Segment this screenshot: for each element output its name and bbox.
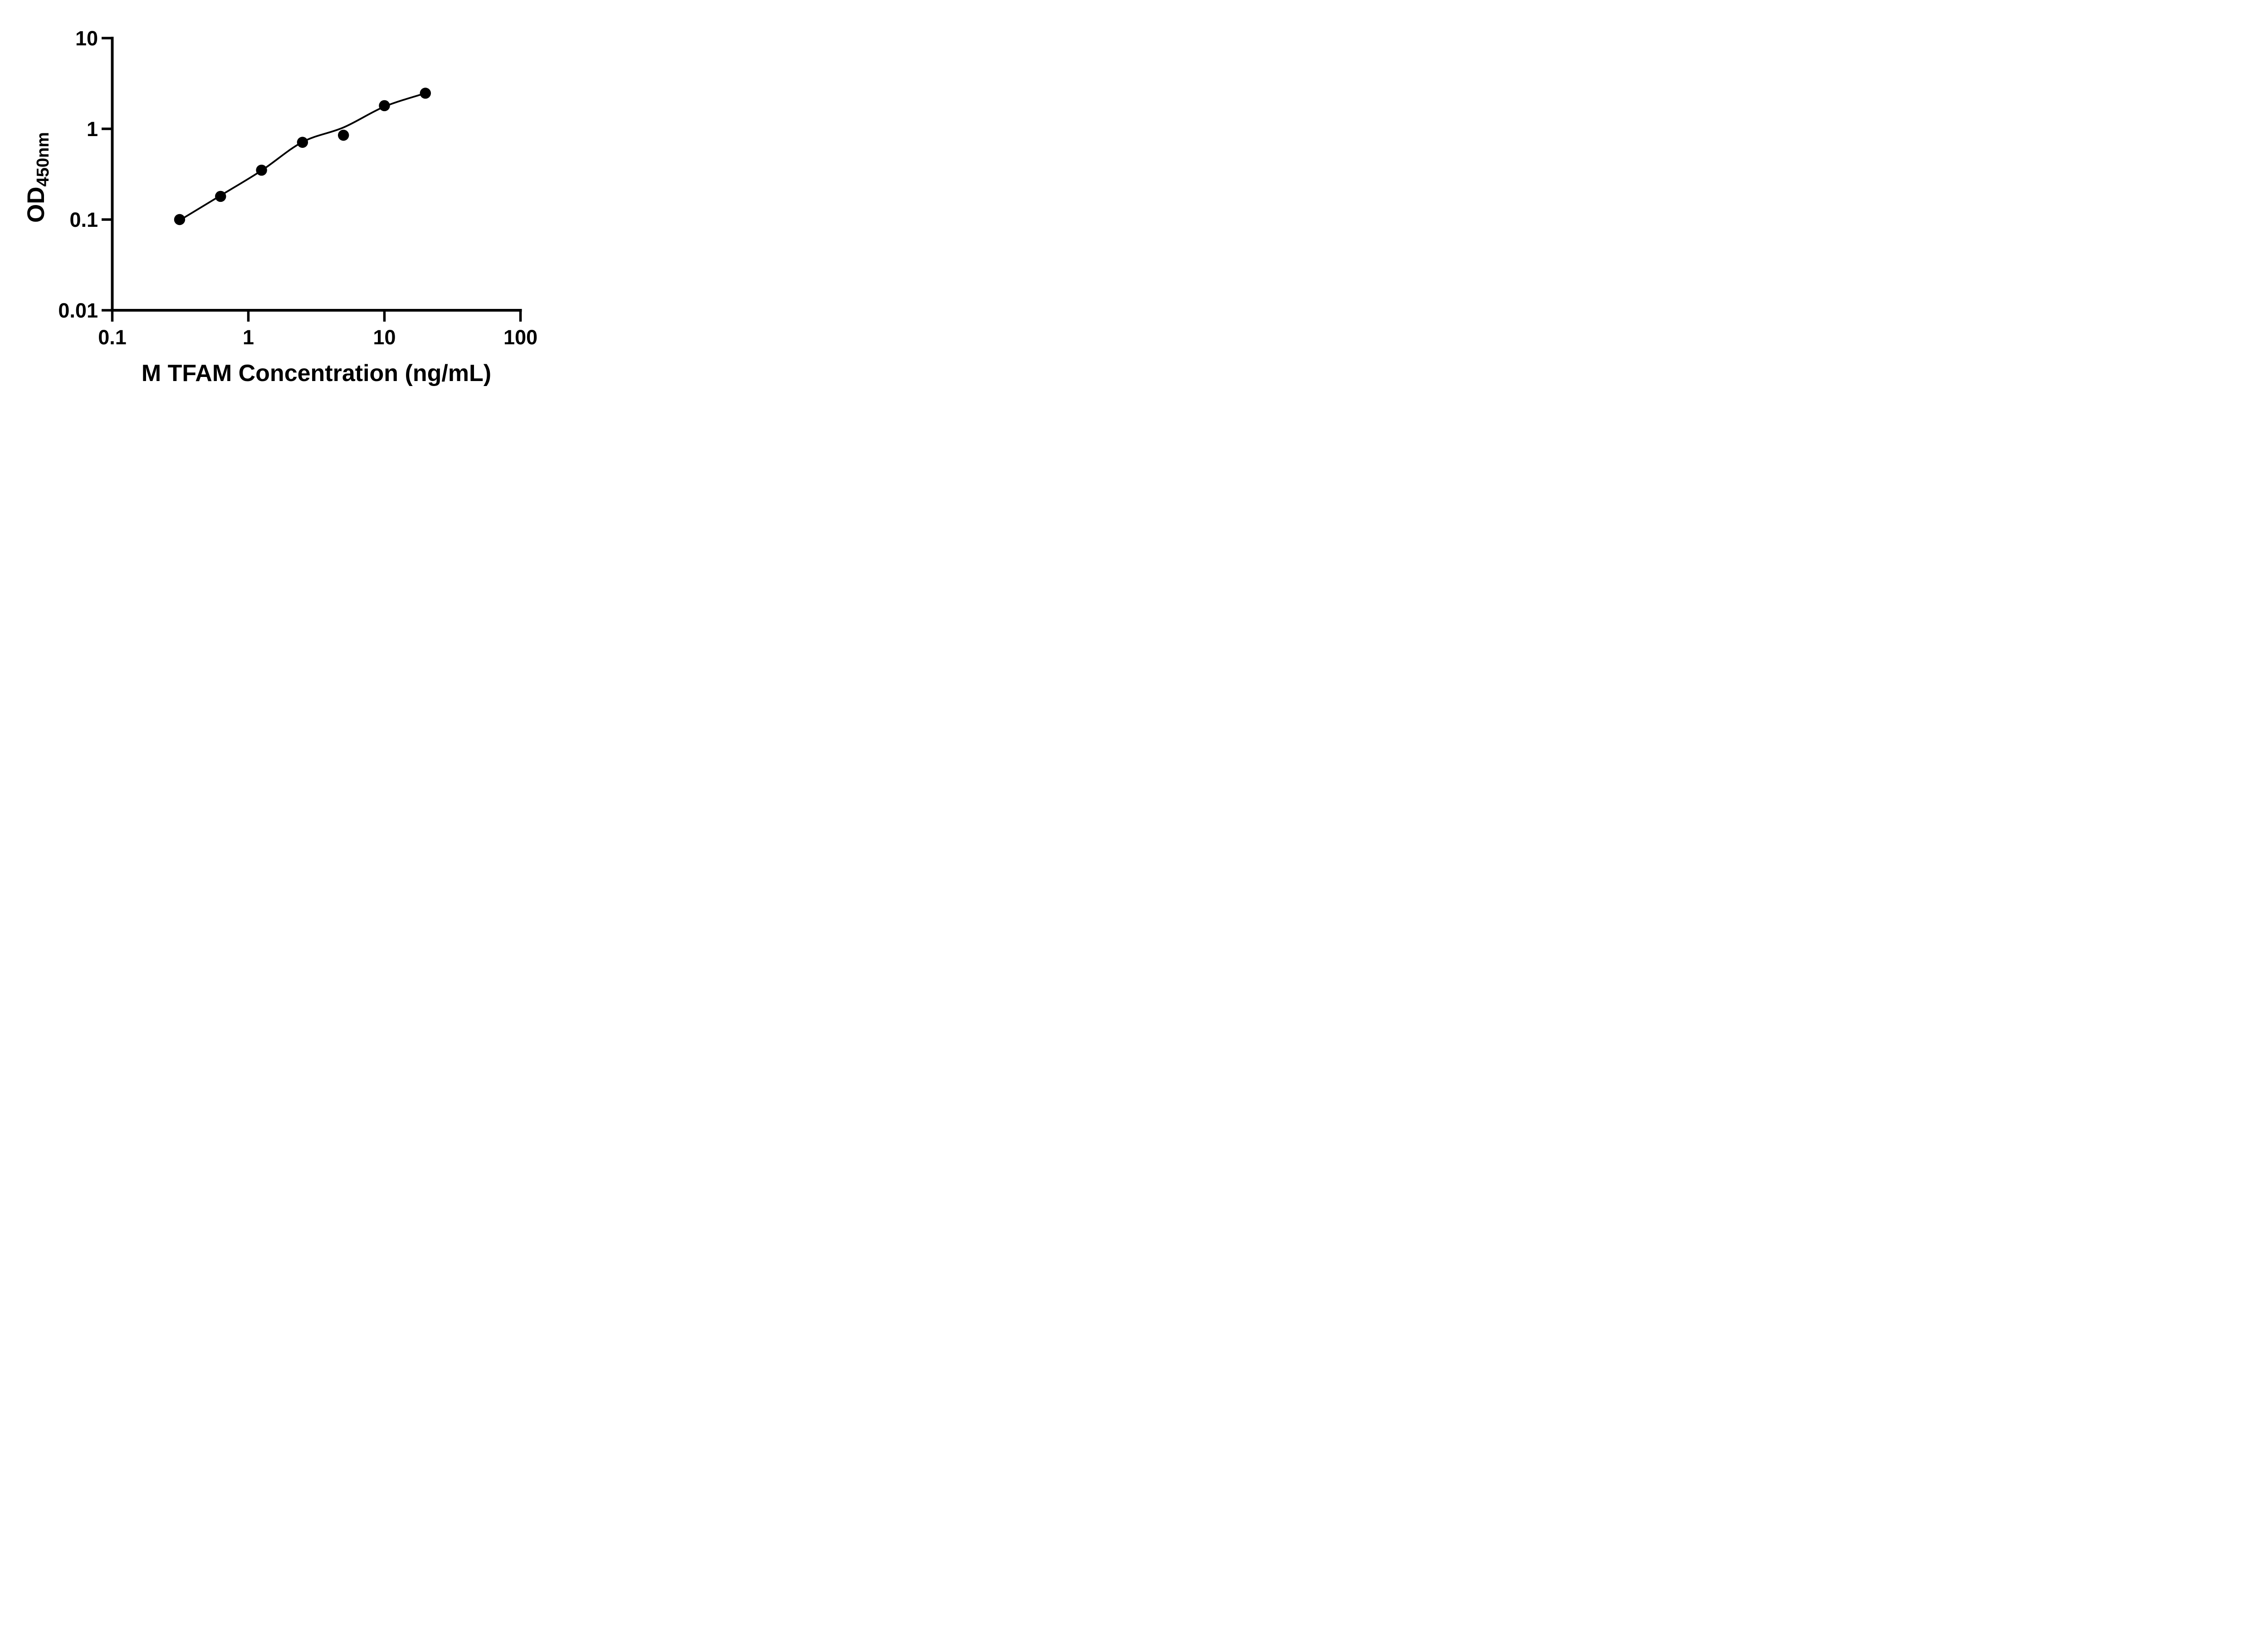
data-point-marker — [256, 164, 267, 176]
x-axis-ticks — [111, 309, 522, 322]
data-point-marker — [174, 214, 186, 225]
x-axis-title: M TFAM Concentration (ng/mL) — [142, 360, 491, 386]
y-tick-label: 0.1 — [69, 208, 98, 231]
y-axis-title: OD450nm — [23, 132, 53, 223]
x-tick-label: 1 — [243, 326, 254, 349]
y-tick-label: 1 — [87, 117, 98, 141]
elisa-standard-curve-figure: 10 1 0.1 0.01 0.1 1 10 100 M TFAM Concentratio… — [0, 0, 583, 408]
fit-curve — [179, 92, 426, 221]
data-point-marker — [297, 137, 308, 148]
y-tick-label: 0.01 — [58, 299, 98, 322]
x-tick-label: 10 — [373, 326, 396, 349]
y-axis-tick-labels: 10 1 0.1 0.01 — [58, 27, 98, 322]
x-axis-tick-labels: 0.1 1 10 100 — [98, 326, 538, 349]
data-point-marker — [215, 191, 226, 202]
data-point-marker — [379, 100, 390, 112]
data-point-marker — [337, 129, 349, 141]
data-points — [174, 88, 431, 225]
x-tick-label: 100 — [503, 326, 538, 349]
data-point-marker — [420, 88, 431, 99]
x-tick-label: 0.1 — [98, 326, 127, 349]
y-tick-label: 10 — [75, 27, 98, 50]
